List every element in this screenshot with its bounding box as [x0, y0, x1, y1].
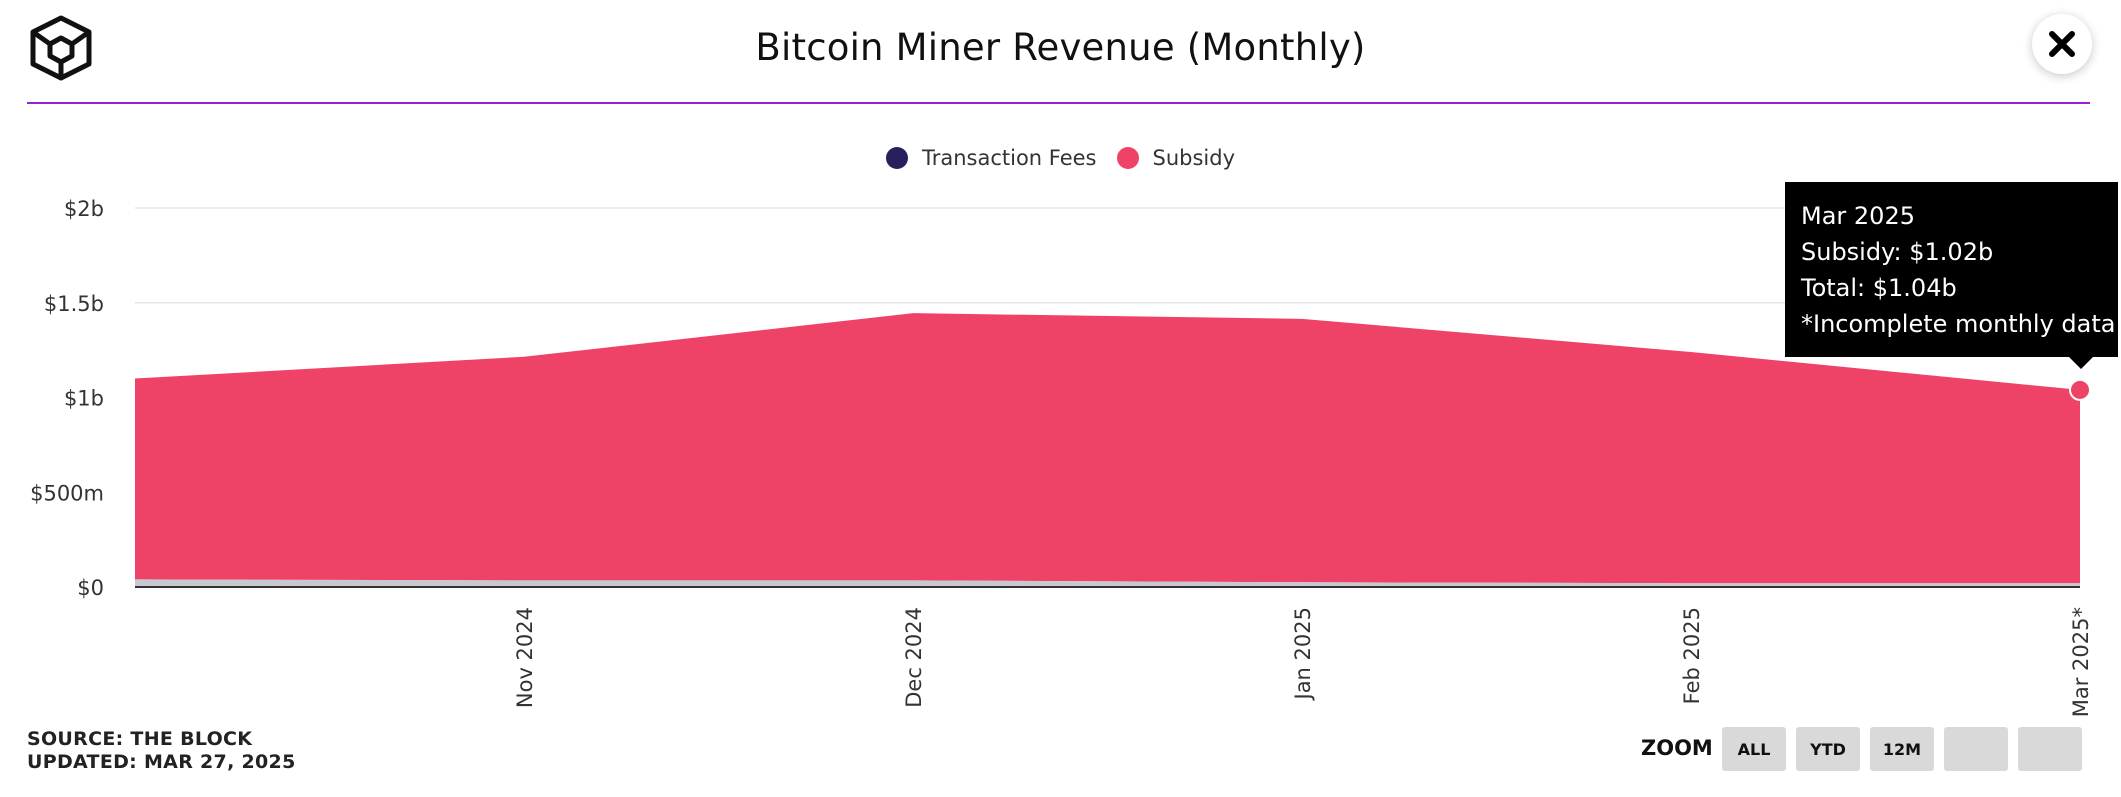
close-icon [2049, 31, 2075, 57]
y-tick-label: $500m [30, 481, 104, 505]
title-divider [27, 102, 2090, 104]
zoom-12m-button[interactable]: 12M [1870, 727, 1934, 771]
legend-label-subsidy: Subsidy [1152, 146, 1236, 170]
y-axis: $0 $500m $1b $1.5b $2b [30, 197, 104, 600]
y-tick-label: $1b [64, 387, 104, 411]
x-tick-label: Mar 2025* [2069, 607, 2093, 717]
hover-marker-layer [2069, 378, 2091, 401]
close-button[interactable] [2032, 14, 2092, 74]
source-text: SOURCE: THE BLOCK [27, 728, 253, 750]
y-tick-label: $2b [64, 197, 104, 221]
legend-swatch-subsidy [1116, 147, 1139, 169]
legend-label-transaction-fees: Transaction Fees [921, 146, 1097, 170]
zoom-all-button[interactable]: ALL [1722, 727, 1786, 771]
tooltip-note: *Incomplete monthly data [1801, 310, 2116, 338]
zoom-blank-button-1[interactable] [1944, 727, 2008, 771]
zoom-label: ZOOM [1641, 736, 1713, 760]
chart-legend: Transaction Fees Subsidy [0, 146, 2121, 170]
legend-swatch-transaction-fees [885, 147, 908, 169]
y-tick-label: $1.5b [44, 292, 104, 316]
x-tick-label: Feb 2025 [1680, 607, 1704, 704]
legend-item-subsidy[interactable]: Subsidy [1116, 146, 1236, 170]
tooltip-total: Total: $1.04b [1801, 274, 1957, 302]
area-chart: $0 $500m $1b $1.5b $2b Nov 2024 Dec 2024 Jan 2… [30, 197, 2093, 717]
x-tick-label: Nov 2024 [513, 607, 537, 708]
series-area-subsidy [135, 313, 2080, 584]
x-tick-label: Jan 2025 [1291, 607, 1315, 702]
tooltip-subsidy: Subsidy: $1.02b [1801, 238, 1994, 266]
updated-text: UPDATED: MAR 27, 2025 [27, 751, 296, 773]
y-tick-label: $0 [77, 576, 104, 600]
x-axis: Nov 2024 Dec 2024 Jan 2025 Feb 2025 Mar 2025… [513, 607, 2093, 717]
chart-title: Bitcoin Miner Revenue (Monthly) [755, 26, 1366, 69]
zoom-blank-button-2[interactable] [2018, 727, 2082, 771]
series-area-transaction-fees [135, 579, 2080, 587]
hover-point-marker[interactable] [2069, 378, 2091, 401]
legend-item-transaction-fees[interactable]: Transaction Fees [885, 146, 1097, 170]
the-block-logo-icon [30, 15, 92, 81]
zoom-ytd-button[interactable]: YTD [1796, 727, 1860, 771]
source-note: SOURCE: THE BLOCK UPDATED: MAR 27, 2025 [27, 728, 296, 774]
plot-area [135, 313, 2080, 588]
chart-tooltip: Mar 2025 Subsidy: $1.02b Total: $1.04b *… [1785, 182, 2118, 357]
tooltip-pointer [2069, 357, 2093, 369]
x-tick-label: Dec 2024 [902, 607, 926, 708]
tooltip-date: Mar 2025 [1801, 202, 1915, 230]
